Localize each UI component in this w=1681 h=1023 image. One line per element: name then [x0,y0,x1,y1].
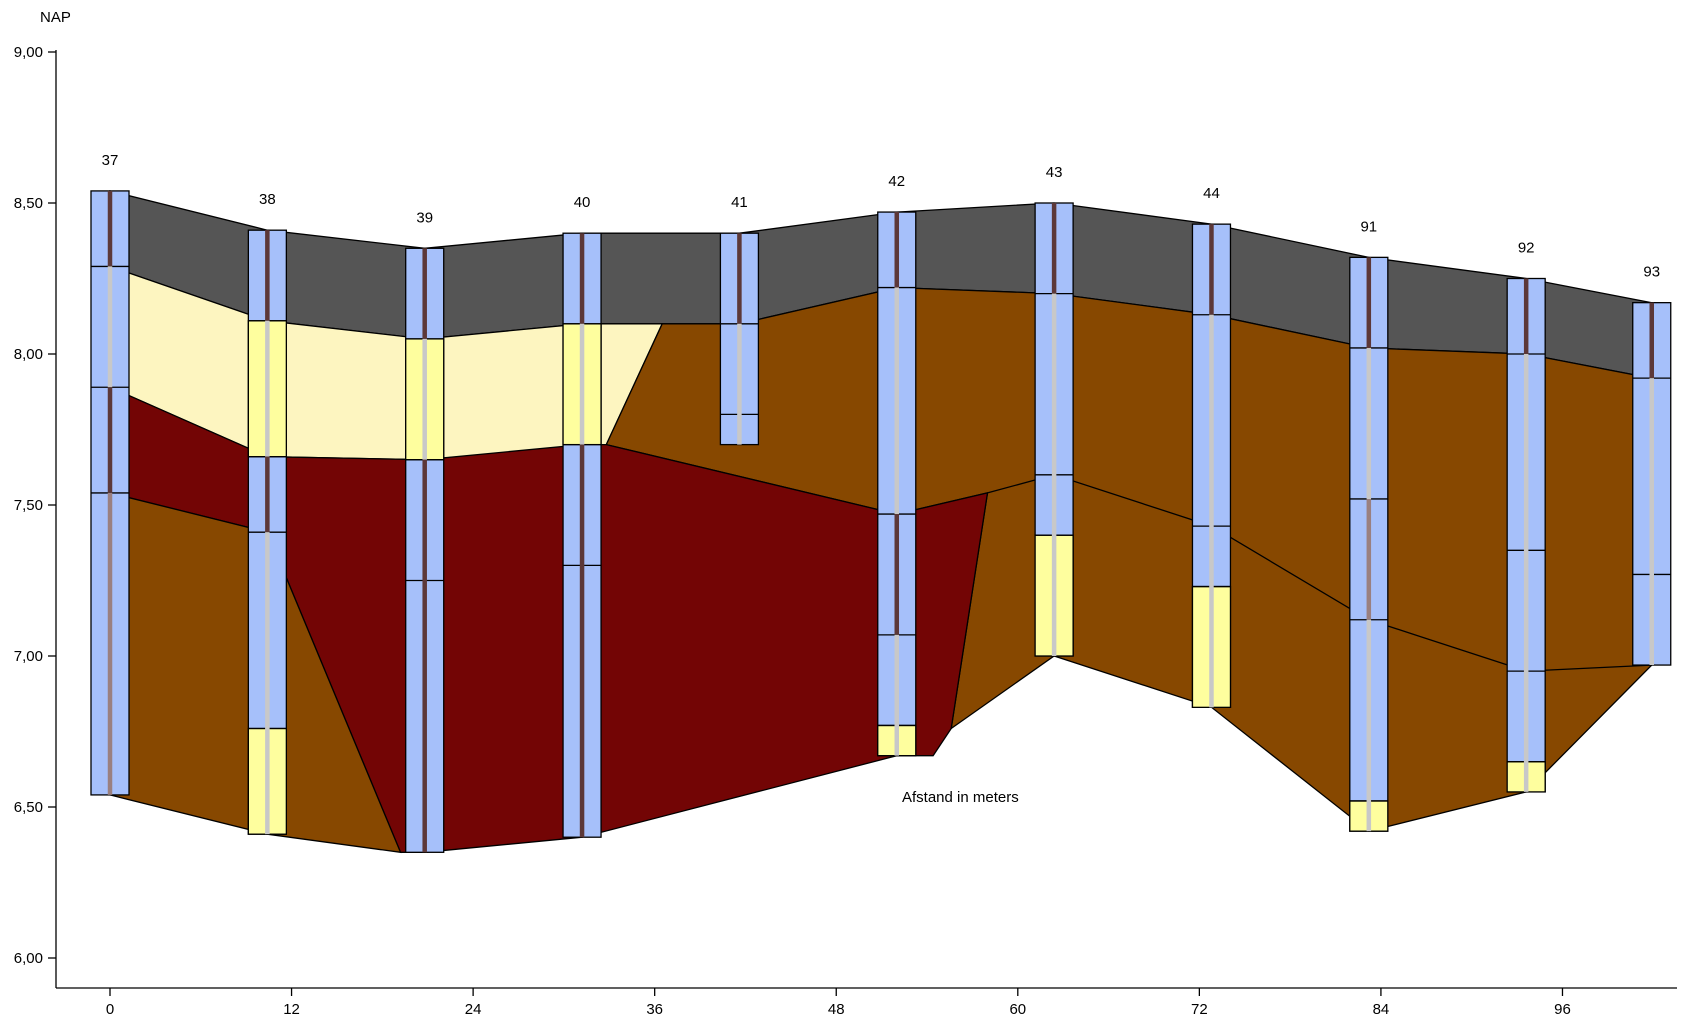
y-tick-label: 7,00 [14,648,43,665]
x-tick-label: 24 [465,1001,482,1018]
y-tick-label: 8,00 [14,346,43,363]
x-tick-label: 96 [1554,1001,1571,1018]
y-axis-title: NAP [40,9,71,26]
x-tick-label: 48 [828,1001,845,1018]
y-tick-label: 6,00 [14,950,43,967]
x-tick-label: 0 [106,1001,114,1018]
borehole-91: 91 [1349,218,1389,832]
borehole-37: 37 [90,152,130,796]
borehole-label: 41 [731,194,748,211]
borehole-41: 41 [719,194,760,446]
borehole-42: 42 [877,173,917,757]
borehole-93: 93 [1632,264,1672,666]
borehole-43: 43 [1034,164,1074,657]
borehole-label: 38 [259,191,276,208]
borehole-40: 40 [562,194,602,838]
x-ticks: 0 12 24 36 48 60 72 84 96 [106,988,1571,1018]
borehole-label: 39 [416,209,433,226]
borehole-label: 91 [1360,218,1377,235]
borehole-label: 37 [102,152,119,169]
borehole-label: 42 [888,173,905,190]
x-tick-label: 36 [646,1001,663,1018]
boreholes: 37 38 39 40 41 42 43 44 91 92 93 [90,152,1672,853]
y-tick-label: 7,50 [14,497,43,514]
y-ticks: 9,00 8,50 8,00 7,50 7,00 6,50 6,00 [14,44,56,967]
soil-zones [109,190,1653,854]
borehole-label: 40 [574,194,591,211]
borehole-44: 44 [1191,185,1232,708]
borehole-38: 38 [247,191,288,835]
x-tick-label: 60 [1009,1001,1026,1018]
x-tick-label: 72 [1191,1001,1208,1018]
borehole-39: 39 [405,209,445,853]
borehole-label: 92 [1518,240,1535,257]
x-axis-title: Afstand in meters [902,789,1019,806]
x-tick-label: 84 [1373,1001,1390,1018]
y-tick-label: 9,00 [14,44,43,61]
borehole-label: 93 [1643,264,1660,281]
borehole-92: 92 [1506,240,1546,793]
y-tick-label: 8,50 [14,195,43,212]
borehole-label: 44 [1203,185,1220,202]
x-tick-label: 12 [283,1001,300,1018]
y-tick-label: 6,50 [14,799,43,816]
borehole-label: 43 [1046,164,1063,181]
axes: 9,00 8,50 8,00 7,50 7,00 6,50 6,00 0 12 24 36 48 60… [14,9,1677,1018]
